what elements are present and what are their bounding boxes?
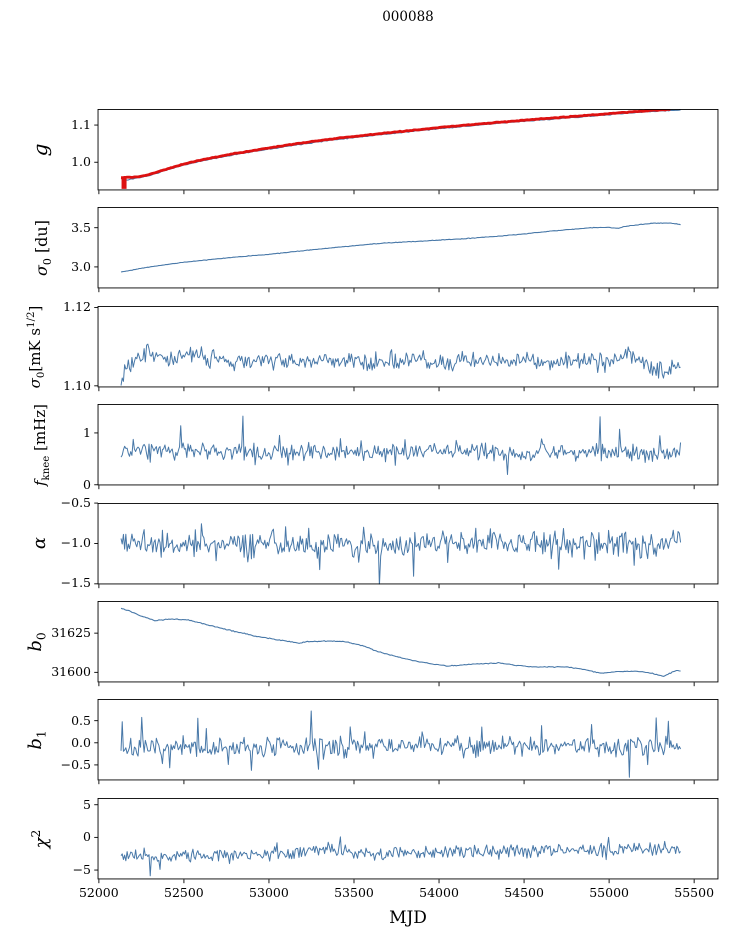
y-tick-label-chi2: 5 [83, 796, 91, 812]
series-b1 [120, 710, 682, 779]
panel-sigma0-mK [94, 305, 719, 391]
series-alpha [120, 522, 682, 584]
y-tick-label-sigma0-du: 3.5 [71, 220, 91, 236]
panel-fknee [94, 404, 719, 490]
series-gain-data [120, 109, 681, 181]
y-tick-label-b0: 31600 [51, 664, 91, 680]
panel-frame [97, 797, 719, 880]
panel-frame [97, 305, 719, 388]
panel-alpha [94, 502, 719, 588]
y-tick-label-fknee: 0 [83, 476, 91, 492]
x-axis-label: MJD [389, 908, 427, 928]
panel-b0 [94, 600, 719, 687]
panel-g [94, 108, 719, 195]
ylabel-chi2: χ2 [24, 689, 52, 944]
x-tick-label: 53000 [249, 885, 289, 900]
panel-b1 [94, 699, 719, 785]
x-tick-label: 52500 [164, 885, 204, 900]
y-tick-label-alpha: −1.5 [60, 575, 91, 591]
series-b0 [120, 607, 681, 677]
series-chi2 [120, 836, 681, 877]
x-tick-label: 55000 [589, 885, 629, 900]
y-tick-label-b0: 31625 [51, 625, 91, 641]
y-tick-label-b1: 0.0 [71, 735, 91, 751]
y-tick-label-chi2: −5 [72, 861, 91, 877]
ylabel-part: χ [31, 836, 52, 848]
y-tick-label-b1: −0.5 [60, 757, 91, 773]
panel-chi2 [94, 797, 719, 883]
series-sigma0-du [120, 222, 681, 273]
y-tick-label-sigma0-mK: 1.10 [63, 377, 91, 393]
figure-title: 000088 [382, 9, 434, 25]
x-tick-label: 54000 [419, 885, 459, 900]
series-fknee [120, 415, 682, 476]
x-tick-label: 53500 [334, 885, 374, 900]
panel-sigma0-du [94, 207, 719, 293]
panel-frame [97, 404, 719, 486]
y-tick-label-g: 1.1 [71, 117, 91, 133]
y-tick-label-alpha: −0.5 [60, 494, 91, 510]
series-sigma0-mK [120, 343, 681, 386]
panel-frame [97, 600, 719, 683]
y-tick-label-alpha: −1.0 [60, 535, 91, 551]
series-gain-fit [121, 109, 671, 180]
x-tick-label: 54500 [504, 885, 544, 900]
x-tick-label: 55500 [674, 885, 715, 900]
panel-frame [97, 699, 719, 781]
y-tick-label-g: 1.0 [71, 154, 91, 170]
panel-frame [97, 207, 719, 289]
y-tick-label-chi2: 0 [83, 829, 91, 845]
y-tick-label-b1: 0.5 [71, 713, 91, 729]
y-tick-label-sigma0-mK: 1.12 [63, 299, 91, 315]
panel-frame [97, 108, 719, 191]
y-tick-label-fknee: 1 [83, 425, 91, 441]
panel-frame [97, 502, 719, 584]
x-tick-label: 52000 [78, 885, 119, 900]
ylabel-part: 2 [29, 829, 43, 837]
y-tick-label-sigma0-du: 3.0 [71, 259, 91, 275]
